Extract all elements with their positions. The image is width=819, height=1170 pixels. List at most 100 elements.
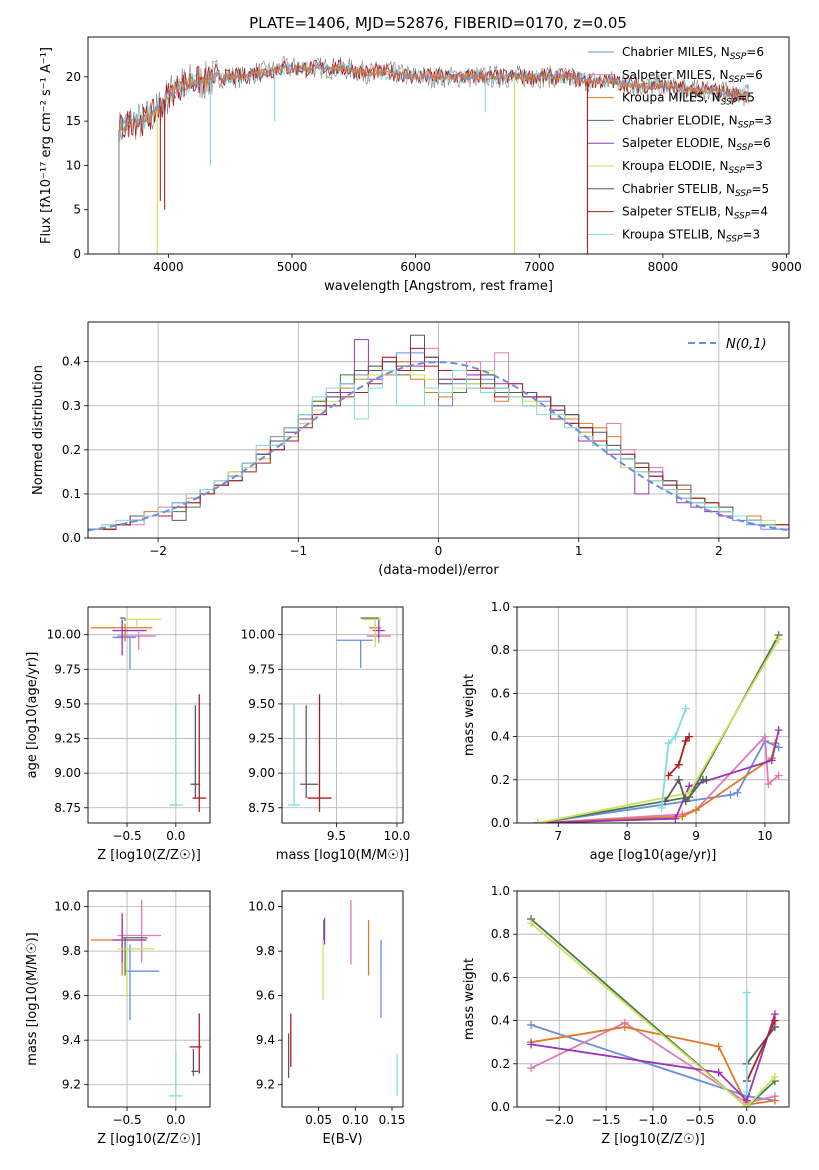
panel-spectrum (84, 36, 790, 258)
spectrum-line-kroupa_stelib (118, 60, 750, 142)
y-tick-label: 9.75 (248, 662, 275, 676)
mw-marker-kroupa_elodie (533, 819, 542, 823)
plot-area-mass_vs_Z (88, 891, 210, 1107)
y-tick-label: 0.2 (491, 1057, 510, 1071)
mw-marker-salpeter_elodie (767, 756, 776, 765)
x-tick-label: 2 (715, 544, 723, 558)
y-axis-label: mass weight (462, 674, 477, 756)
y-tick-label: 0.1 (62, 487, 81, 501)
x-tick-label: 0 (435, 544, 443, 558)
mw-marker-salpeter_miles (760, 732, 769, 741)
mw-line-chabrier_elodie (530, 918, 776, 1107)
plot-area-spectrum (118, 56, 750, 254)
mw-line-kroupa_elodie (530, 922, 776, 1107)
y-tick-label: 9.6 (62, 989, 81, 1003)
mw-marker-kroupa_miles (678, 812, 687, 821)
mw-marker-chabrier_miles (527, 1020, 536, 1029)
figure-title: PLATE=1406, MJD=52876, FIBERID=0170, z=0… (249, 14, 627, 32)
mw-marker-kroupa_stelib (664, 739, 673, 748)
y-tick-label: 9.8 (256, 944, 275, 958)
x-tick-label: 0.15 (379, 1113, 406, 1127)
mw-marker-salpeter_elodie (527, 1040, 536, 1049)
x-tick-label: 10.0 (384, 829, 411, 843)
mw-marker-salpeter_stelib (674, 760, 683, 769)
mw-line-kroupa_stelib (660, 708, 687, 808)
x-tick-label: 5000 (277, 260, 308, 274)
mw-line-kroupa_elodie (537, 638, 780, 823)
axes-frame (87, 36, 790, 255)
y-tick-label: 9.4 (256, 1033, 275, 1047)
mw-marker-kroupa_stelib (671, 732, 680, 741)
y-axis-label: age [log10(age/yr)] (25, 652, 40, 779)
panel-mass_weight_vs_Z (513, 890, 790, 1111)
y-tick-label: 1.0 (491, 600, 510, 614)
x-tick-label: 1 (575, 544, 583, 558)
axes-frame (516, 890, 790, 1108)
gaussian-curve (88, 361, 789, 532)
mw-marker-salpeter_stelib (770, 1016, 779, 1025)
panel-residuals (84, 321, 790, 542)
mw-marker-salpeter_elodie (714, 1068, 723, 1077)
x-tick-label: 0.0 (166, 829, 185, 843)
plot-area-mass_vs_ebv (287, 899, 398, 1096)
mw-line-kroupa_miles (537, 742, 777, 823)
mw-marker-chabrier_miles (733, 788, 742, 797)
x-tick-label: −0.5 (685, 1113, 714, 1127)
spectrum-legend: Chabrier MILES, NSSP=6 Salpeter MILES, NS… (588, 45, 772, 244)
spectrum-line-kroupa_miles (118, 63, 750, 137)
mw-marker-kroupa_elodie (527, 919, 536, 928)
x-axis-label: Z [log10(Z/Z☉)] (601, 1132, 705, 1147)
y-tick-label: 9.8 (62, 944, 81, 958)
y-tick-label: 0.3 (62, 399, 81, 413)
mw-line-chabrier_elodie (537, 634, 780, 823)
y-tick-label: 9.25 (248, 732, 275, 746)
x-tick-label: 0.10 (342, 1113, 369, 1127)
y-tick-label: 9.75 (54, 662, 81, 676)
mw-marker-salpeter_miles (774, 771, 783, 780)
x-axis-label: Z [log10(Z/Z☉)] (97, 848, 201, 863)
y-axis-label: mass [log10(M/M☉)] (25, 932, 40, 1065)
mw-marker-chabrier_stelib (674, 775, 683, 784)
x-tick-label: 8000 (648, 260, 679, 274)
legend-label: Salpeter ELODIE, NSSP=6 (622, 136, 771, 153)
axes-frame (87, 606, 211, 824)
x-axis-label: age [log10(age/yr)] (590, 848, 717, 863)
mw-line-salpeter_elodie (530, 1013, 776, 1103)
y-tick-label: 9.50 (54, 697, 81, 711)
plot-area-mass_weight_vs_age (517, 607, 789, 823)
y-tick-label: 0.2 (62, 443, 81, 457)
mw-marker-salpeter_stelib (681, 736, 690, 745)
panel-mass_vs_ebv (278, 890, 404, 1111)
y-tick-label: 9.00 (54, 766, 81, 780)
y-tick-label: 0 (73, 247, 81, 261)
x-tick-label: 0.0 (166, 1113, 185, 1127)
x-tick-label: −0.5 (112, 1113, 141, 1127)
x-axis-label: (data-model)/error (378, 563, 499, 578)
x-tick-label: −1 (289, 544, 307, 558)
legend-label: Salpeter MILES, NSSP=6 (622, 68, 763, 85)
x-tick-label: 4000 (153, 260, 184, 274)
x-tick-label: 0.0 (737, 1113, 756, 1127)
mw-marker-kroupa_elodie (742, 1103, 751, 1107)
mw-marker-kroupa_stelib (742, 1087, 751, 1096)
mw-marker-kroupa_miles (692, 806, 701, 815)
y-tick-label: 20 (66, 70, 81, 84)
y-tick-label: 0.8 (491, 643, 510, 657)
x-tick-label: 9.5 (327, 829, 346, 843)
y-tick-label: 9.4 (62, 1033, 81, 1047)
panel-age_vs_mass (278, 606, 404, 827)
mw-marker-kroupa_miles (620, 1023, 629, 1032)
mw-marker-kroupa_elodie (770, 1072, 779, 1081)
mw-marker-kroupa_stelib (742, 988, 751, 997)
legend-label: Salpeter STELIB, NSSP=4 (622, 205, 768, 222)
x-tick-label: −0.5 (112, 829, 141, 843)
y-tick-label: 10.0 (54, 900, 81, 914)
plot-area-age_vs_mass (282, 607, 403, 823)
mw-marker-kroupa_miles (770, 1096, 779, 1105)
histogram-kroupa_stelib (88, 370, 789, 530)
x-tick-label: 0.05 (305, 1113, 332, 1127)
mw-marker-chabrier_miles (774, 743, 783, 752)
mw-line-chabrier_miles (537, 739, 780, 823)
x-tick-label: 6000 (400, 260, 431, 274)
x-tick-label: −2.0 (545, 1113, 574, 1127)
